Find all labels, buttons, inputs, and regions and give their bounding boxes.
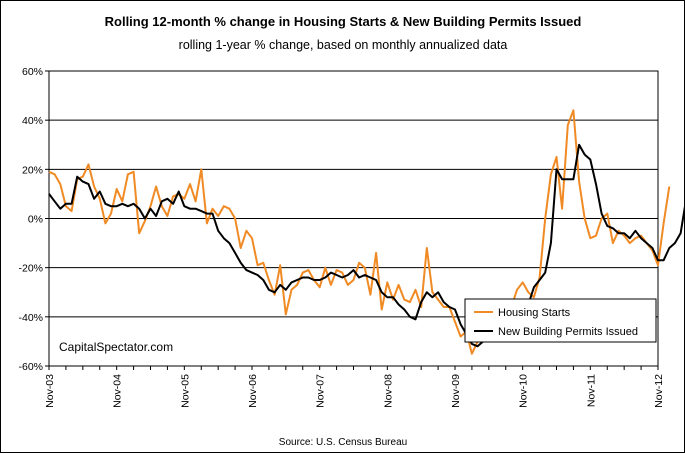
chart-subtitle: rolling 1-year % change, based on monthl…	[179, 38, 508, 52]
series-lines	[48, 109, 685, 355]
x-tick-label: Nov-04	[112, 374, 124, 408]
chart-title: Rolling 12-month % change in Housing Sta…	[105, 14, 582, 29]
x-tick-label: Nov-11	[585, 374, 597, 407]
x-tick-label: Nov-06	[247, 374, 259, 408]
x-tick-label: Nov-03	[44, 374, 56, 408]
y-tick-label: 60%	[22, 66, 43, 78]
series-building-permits	[48, 143, 685, 348]
x-tick-label: Nov-10	[518, 374, 530, 408]
y-tick-label: -20%	[18, 263, 43, 275]
x-tick-label: Nov-12	[653, 374, 665, 408]
x-tick-label: Nov-09	[450, 374, 462, 408]
legend-label-building-permits: New Building Permits Issued	[498, 326, 638, 338]
y-tick-label: 20%	[22, 164, 43, 176]
watermark: CapitalSpectator.com	[59, 340, 173, 354]
x-tick-label: Nov-07	[315, 374, 327, 408]
x-tick-label: Nov-08	[382, 374, 394, 408]
y-tick-label: 0%	[28, 214, 43, 226]
y-tick-label: -40%	[18, 312, 43, 324]
x-axis: Nov-03 Nov-04 Nov-05 Nov-06 Nov-07 Nov-08 Nov-…	[44, 366, 665, 408]
y-tick-label: 40%	[22, 115, 43, 127]
legend: Housing Starts New Building Permits Issu…	[464, 298, 657, 343]
legend-label-housing-starts: Housing Starts	[498, 307, 571, 319]
x-tick-label: Nov-05	[179, 374, 191, 408]
series-housing-starts	[48, 109, 671, 355]
source-note: Source: U.S. Census Bureau	[279, 437, 407, 448]
y-tick-label: -60%	[18, 361, 43, 373]
legend-box	[464, 298, 657, 343]
y-axis: -60% -40% -20% 0% 20% 40% 60%	[18, 66, 49, 373]
